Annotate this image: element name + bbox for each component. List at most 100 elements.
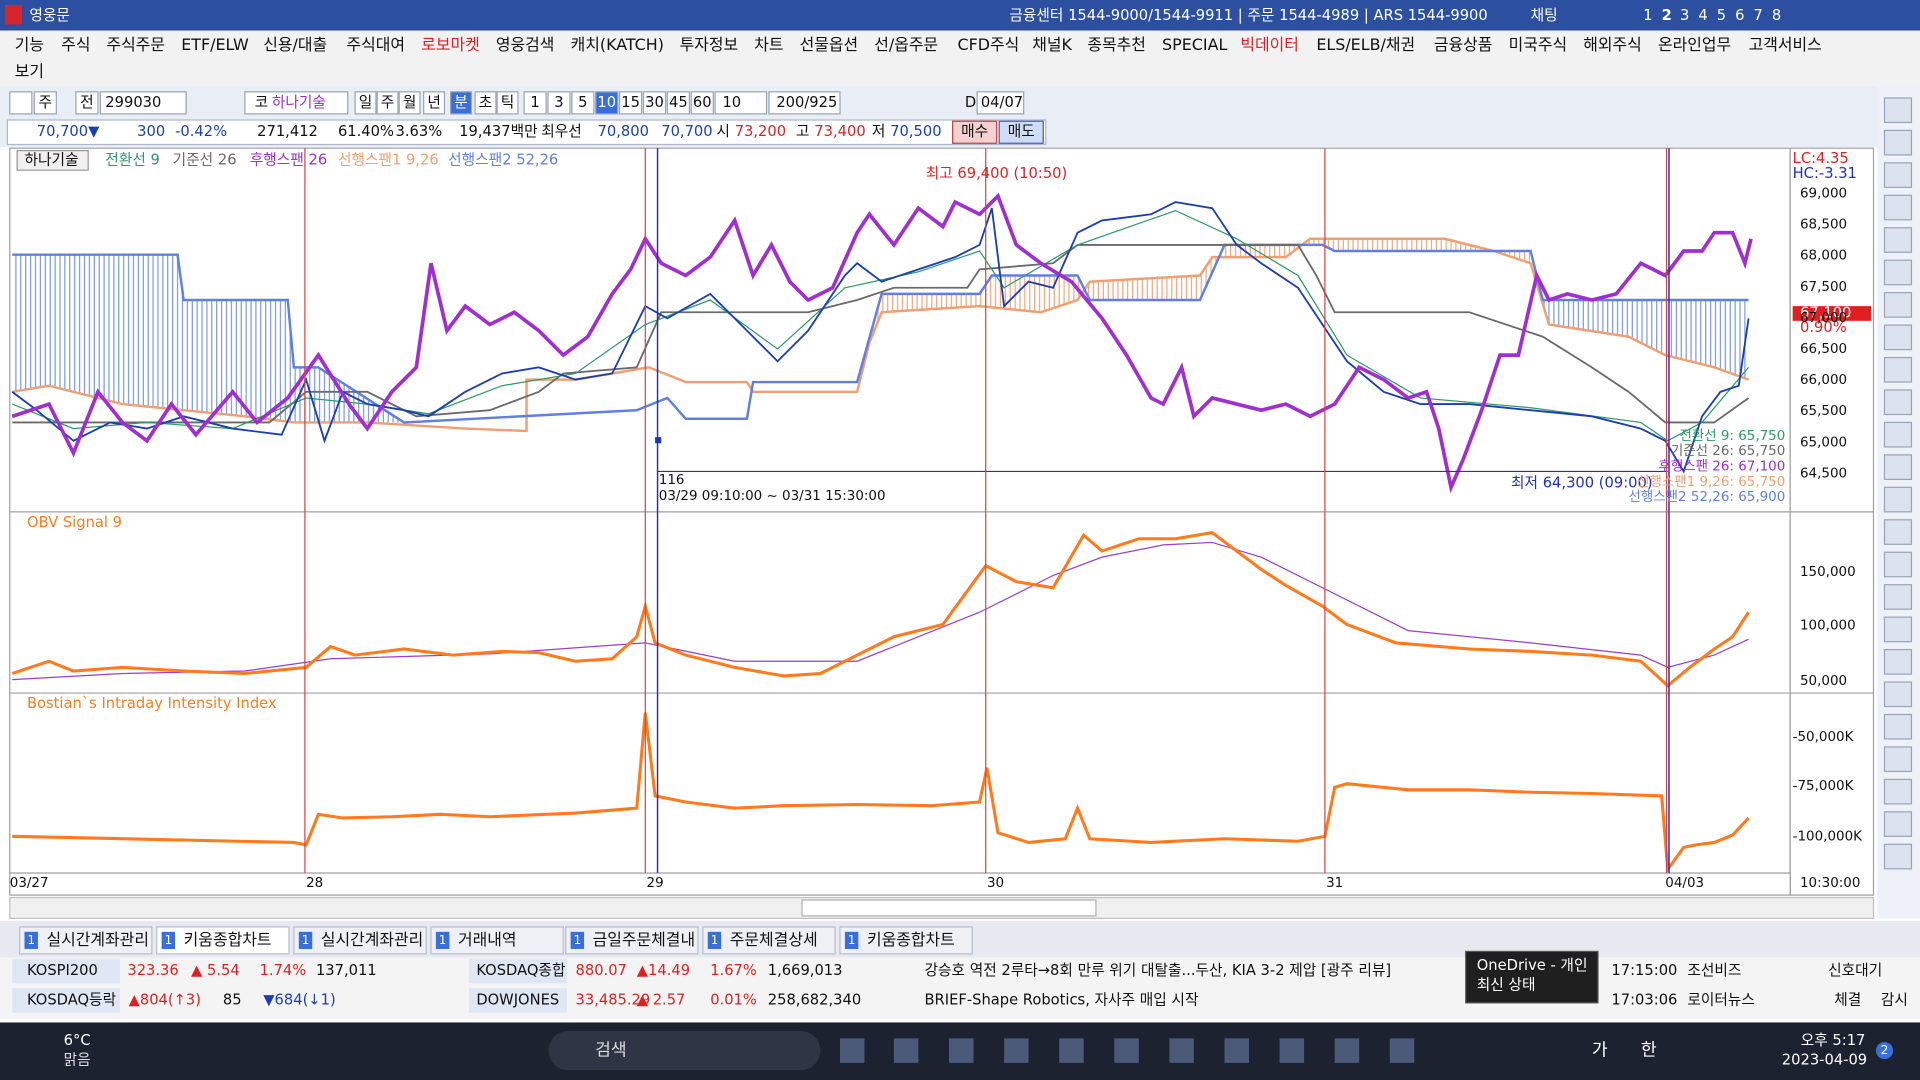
- tool-icon[interactable]: [1883, 486, 1913, 513]
- menu-item[interactable]: 주식주문: [107, 35, 166, 54]
- menu-item[interactable]: CFD주식: [958, 35, 1020, 54]
- toolbar-button[interactable]: [571, 91, 595, 115]
- chat-button[interactable]: 채팅: [1531, 7, 1558, 24]
- page-number[interactable]: 8: [1772, 7, 1781, 24]
- menu-item[interactable]: 주식대여: [347, 35, 406, 54]
- tool-icon[interactable]: [1883, 648, 1913, 675]
- toolbar-button[interactable]: [423, 91, 446, 115]
- menu-item[interactable]: 영웅검색: [496, 35, 555, 54]
- date-value[interactable]: 04/07: [981, 94, 1023, 111]
- tool-icon[interactable]: [1883, 324, 1913, 351]
- tab-label[interactable]: 금일주문체결내: [593, 930, 695, 949]
- toolbar-icon[interactable]: [9, 91, 33, 115]
- menu-item[interactable]: 차트: [754, 35, 783, 54]
- menu-item[interactable]: 금융상품: [1434, 35, 1493, 54]
- buy-label[interactable]: 매수: [961, 123, 988, 140]
- tab-label[interactable]: 키움종합차트: [184, 930, 272, 949]
- page-number[interactable]: 1: [1643, 7, 1652, 24]
- menu-item[interactable]: 온라인업무: [1658, 35, 1731, 54]
- taskbar-app[interactable]: [948, 1038, 974, 1063]
- toolbar-button[interactable]: [33, 91, 57, 115]
- menu-item[interactable]: 빅데이터: [1240, 35, 1299, 54]
- buy-button[interactable]: [952, 120, 998, 144]
- toolbar-text[interactable]: 10: [597, 94, 616, 111]
- stock-code[interactable]: 299030: [105, 94, 161, 111]
- toolbar-text[interactable]: 월: [403, 94, 417, 111]
- page-number[interactable]: 6: [1735, 7, 1744, 24]
- name-box[interactable]: [244, 91, 349, 115]
- menu-item[interactable]: SPECIAL: [1162, 35, 1227, 54]
- page-number[interactable]: 7: [1753, 7, 1762, 24]
- page-number[interactable]: 2: [1662, 7, 1672, 24]
- tool-icon[interactable]: [1883, 292, 1913, 318]
- toolbar-text[interactable]: 5: [578, 94, 587, 111]
- toolbar-button[interactable]: [376, 91, 399, 115]
- menu-item[interactable]: 기능: [15, 35, 44, 54]
- toolbar-button[interactable]: [75, 91, 99, 115]
- menu-item[interactable]: 미국주식: [1509, 35, 1568, 54]
- menu-item[interactable]: 주식: [61, 35, 90, 54]
- tab[interactable]: [702, 926, 836, 955]
- ticker-action[interactable]: 감시: [1881, 991, 1908, 1008]
- tool-icon[interactable]: [1883, 551, 1913, 578]
- menu-item[interactable]: 신용/대출: [263, 35, 327, 54]
- toolbar-text[interactable]: 전: [80, 94, 94, 111]
- toolbar-text[interactable]: 주: [381, 94, 395, 111]
- tab[interactable]: [18, 926, 153, 955]
- toolbar-text[interactable]: 60: [693, 94, 712, 111]
- taskbar-app[interactable]: [1389, 1038, 1415, 1063]
- toolbar-text[interactable]: 주: [39, 94, 53, 111]
- menu-item[interactable]: 투자정보: [680, 35, 739, 54]
- toolbar-text[interactable]: 초: [479, 94, 493, 111]
- taskbar-app[interactable]: [893, 1038, 919, 1063]
- toolbar-text[interactable]: 45: [669, 94, 688, 111]
- count-box[interactable]: [768, 91, 841, 115]
- menu-item[interactable]: 해외주식: [1583, 35, 1642, 54]
- taskbar-app[interactable]: [1169, 1038, 1194, 1063]
- tab[interactable]: [839, 926, 973, 955]
- tool-icon[interactable]: [1883, 713, 1913, 740]
- d-check[interactable]: D: [965, 94, 976, 111]
- toolbar-text[interactable]: 년: [427, 94, 441, 111]
- tab[interactable]: [565, 926, 699, 955]
- sell-button[interactable]: [998, 120, 1044, 144]
- count-value[interactable]: 200/925: [776, 94, 837, 111]
- scroll-thumb[interactable]: [801, 899, 1097, 917]
- tab-label[interactable]: 실시간계좌관리: [321, 930, 423, 949]
- notification-badge[interactable]: [1875, 1042, 1894, 1060]
- search-label[interactable]: 검색: [595, 1041, 627, 1061]
- tab[interactable]: [293, 926, 427, 955]
- tool-icon[interactable]: [1883, 778, 1913, 805]
- toolbar-button[interactable]: [547, 91, 571, 115]
- menu-item[interactable]: ELS/ELB/채권: [1316, 35, 1415, 54]
- toolbar-button[interactable]: [690, 91, 714, 115]
- taskbar-app[interactable]: [840, 1038, 865, 1063]
- tool-icon[interactable]: [1883, 259, 1913, 286]
- tool-icon[interactable]: [1883, 746, 1913, 773]
- tool-icon[interactable]: [1883, 97, 1913, 124]
- interval-select[interactable]: [714, 91, 768, 115]
- taskbar-app[interactable]: [1004, 1038, 1029, 1063]
- tool-icon[interactable]: [1883, 194, 1913, 221]
- taskbar-app[interactable]: [1334, 1038, 1360, 1063]
- toolbar-button[interactable]: [450, 91, 473, 115]
- menu-item[interactable]: 선/옵주문: [874, 35, 938, 54]
- toolbar-text[interactable]: 30: [645, 94, 664, 111]
- tab-label[interactable]: 실시간계좌관리: [47, 930, 149, 949]
- date-input[interactable]: [976, 91, 1025, 115]
- search-box[interactable]: [548, 1031, 821, 1071]
- toolbar-button[interactable]: [618, 91, 643, 115]
- toolbar-text[interactable]: 분: [454, 94, 468, 111]
- toolbar-button[interactable]: [666, 91, 690, 115]
- tab[interactable]: [430, 926, 564, 955]
- menu-item[interactable]: 종목추천: [1087, 35, 1146, 54]
- page-number[interactable]: 3: [1680, 7, 1689, 24]
- toolbar-button[interactable]: [354, 91, 377, 115]
- toolbar-button[interactable]: [523, 91, 547, 115]
- menu-item[interactable]: 선물옵션: [800, 35, 859, 54]
- interval-value[interactable]: 10: [722, 94, 741, 111]
- code-input[interactable]: [99, 91, 187, 115]
- taskbar-app[interactable]: [1224, 1038, 1249, 1063]
- tool-icon[interactable]: [1883, 584, 1913, 610]
- tool-icon[interactable]: [1883, 616, 1913, 643]
